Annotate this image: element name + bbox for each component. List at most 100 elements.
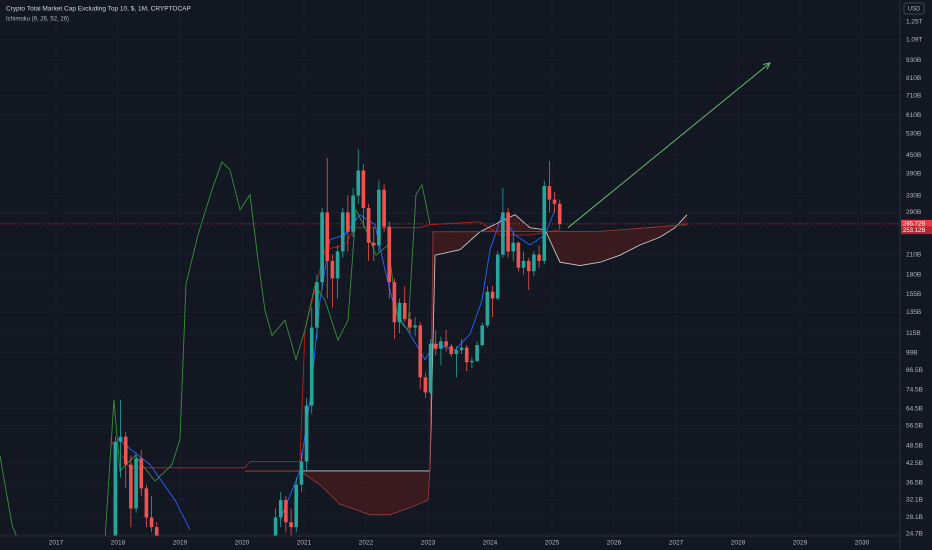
candle-body bbox=[557, 203, 562, 224]
trend-arrow bbox=[567, 62, 771, 229]
arrow-head bbox=[763, 62, 771, 70]
y-tick-label: 32.1B bbox=[906, 496, 923, 503]
candle-body bbox=[366, 208, 371, 243]
currency-box bbox=[903, 2, 925, 15]
candle-body bbox=[113, 441, 118, 536]
candle-body bbox=[506, 212, 510, 252]
candle-body bbox=[516, 242, 521, 268]
x-tick-label: 2025 bbox=[545, 540, 560, 547]
x-tick-label: 2020 bbox=[235, 540, 250, 547]
y-tick-label: 48.5B bbox=[906, 443, 923, 450]
candle-body bbox=[392, 282, 397, 323]
y-tick-label: 155B bbox=[906, 291, 921, 298]
candle-body bbox=[547, 186, 552, 200]
candle-body bbox=[428, 343, 433, 393]
indicator-line bbox=[0, 161, 431, 536]
price-label-box bbox=[901, 226, 932, 235]
candle-body bbox=[325, 212, 330, 261]
y-tick-label: 530B bbox=[906, 130, 921, 137]
candle-body bbox=[340, 212, 345, 252]
x-tick-label: 2029 bbox=[793, 540, 808, 547]
candle-body bbox=[315, 282, 319, 328]
x-tick-label: 2030 bbox=[855, 540, 870, 547]
candle-body bbox=[361, 170, 366, 209]
candle-body bbox=[129, 464, 133, 509]
candle-body bbox=[382, 189, 386, 227]
candle-body bbox=[501, 212, 505, 255]
candle-body bbox=[439, 341, 443, 349]
candle-body bbox=[521, 260, 526, 268]
candle-body bbox=[377, 189, 381, 246]
y-tick-label: 28.1B bbox=[906, 514, 923, 521]
plot-area bbox=[0, 62, 900, 536]
candle-body bbox=[464, 347, 469, 363]
candle-body bbox=[470, 360, 474, 363]
candle-body bbox=[134, 458, 138, 509]
y-tick-label: 180B bbox=[906, 271, 921, 278]
y-tick-label: 610B bbox=[906, 112, 921, 119]
candle-body bbox=[511, 242, 516, 252]
candle-body bbox=[485, 291, 490, 326]
candle-body bbox=[346, 212, 350, 232]
y-tick-label: 810B bbox=[906, 75, 921, 82]
candle-body bbox=[526, 260, 531, 272]
candle-body bbox=[444, 341, 448, 347]
y-tick-label: 99B bbox=[906, 349, 918, 356]
candle-body bbox=[402, 302, 407, 320]
y-tick-label: 1.09T bbox=[906, 36, 923, 43]
x-tick-label: 2024 bbox=[483, 540, 498, 547]
y-tick-label: 64.5B bbox=[906, 405, 923, 412]
axes: 1.25T 1.09T 930B 810B 710B 610B 530B 450B 390B 33… bbox=[49, 18, 932, 547]
y-tick-label: 450B bbox=[906, 152, 921, 159]
y-tick-label: 135B bbox=[906, 309, 921, 316]
candle-body bbox=[154, 527, 159, 536]
candle-body bbox=[459, 347, 464, 351]
candle-body bbox=[330, 260, 335, 279]
candle-body bbox=[118, 436, 123, 442]
price-label: 253.12B bbox=[903, 228, 925, 234]
candle-body bbox=[351, 195, 355, 232]
candle-body bbox=[123, 436, 128, 465]
y-tick-label: 36.5B bbox=[906, 480, 923, 487]
candle-body bbox=[532, 254, 536, 272]
x-tick-label: 2017 bbox=[49, 540, 64, 547]
y-tick-label: 74.5B bbox=[906, 387, 923, 394]
y-tick-label: 115B bbox=[906, 330, 921, 337]
x-tick-label: 2022 bbox=[359, 540, 374, 547]
indicator-line bbox=[109, 221, 561, 469]
y-tick-label: 24.7B bbox=[906, 531, 923, 538]
grid bbox=[0, 0, 900, 536]
y-tick-label: 710B bbox=[906, 92, 921, 99]
candle-body bbox=[449, 346, 454, 355]
indicator-line bbox=[244, 224, 688, 516]
candle-body bbox=[371, 242, 376, 246]
currency-label: USD bbox=[908, 7, 921, 13]
candle-body bbox=[335, 251, 340, 279]
candle-body bbox=[413, 325, 417, 328]
y-tick-label: 86.5B bbox=[906, 367, 923, 374]
y-tick-label: 56.5B bbox=[906, 423, 923, 430]
y-tick-label: 330B bbox=[906, 192, 921, 199]
candle-body bbox=[278, 500, 283, 518]
y-tick-label: 930B bbox=[906, 57, 921, 64]
x-tick-label: 2018 bbox=[111, 540, 126, 547]
candle-body bbox=[294, 484, 299, 528]
candle-body bbox=[480, 325, 485, 346]
x-tick-label: 2021 bbox=[297, 540, 312, 547]
x-tick-label: 2027 bbox=[669, 540, 684, 547]
indicator-label: Ichimoku (9, 26, 52, 26) bbox=[6, 17, 69, 23]
candle-body bbox=[490, 291, 495, 299]
candle-body bbox=[387, 226, 392, 283]
candle-body bbox=[454, 350, 459, 355]
y-tick-label: 290B bbox=[906, 209, 921, 216]
x-tick-label: 2026 bbox=[607, 540, 622, 547]
candle-body bbox=[149, 517, 154, 528]
candle-body bbox=[320, 212, 324, 283]
chart-title: Crypto Total Market Cap Excluding Top 10… bbox=[6, 6, 191, 13]
candle-body bbox=[495, 254, 500, 299]
price-label-box bbox=[901, 219, 932, 228]
candle-body bbox=[304, 405, 309, 462]
y-tick-label: 210B bbox=[906, 251, 921, 258]
y-tick-label: 390B bbox=[906, 170, 921, 177]
